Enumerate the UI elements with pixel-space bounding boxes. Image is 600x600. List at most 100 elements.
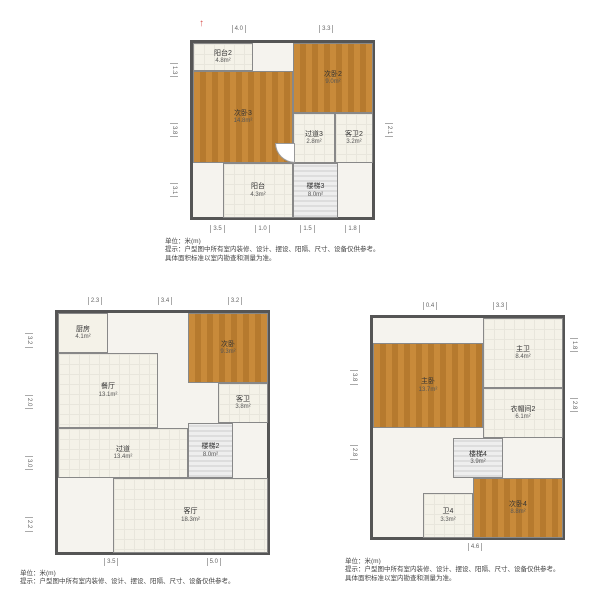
dim: 3.8 [350,370,358,384]
dim: 1.3 [170,63,178,77]
dim: 3.5 [104,558,118,566]
ruler-bottom: 3.5 1.0 1.5 1.8 [195,225,375,233]
area: 9.3m² [220,349,235,355]
note-line: 单位：米(m) [165,238,201,245]
area: 4.1m² [75,334,90,340]
area: 8.0m² [203,452,218,458]
area: 3.2m² [346,139,361,145]
room-bath2: 客卫2 3.2m² [335,113,373,163]
note-line: 具体面积标准以室内勘查和测量为准。 [165,255,276,262]
note-line: 单位：米(m) [20,570,56,577]
dim: 1.5 [300,225,314,233]
area: 9.0m² [325,79,340,85]
room-bedroom2: 次卧2 9.0m² [293,43,373,113]
label: 次卧2 [324,71,342,79]
dim: 2.3 [88,297,102,305]
note-line: 具体面积标准以室内勘查和测量为准。 [345,575,456,582]
room-kitchen: 厨房 4.1m² [58,313,108,353]
area: 3.3m² [440,517,455,523]
note-line: 提示：户型图中所有室内装修、设计、摆设、阳隔、尺寸、设备仅供参考。 [165,246,380,253]
dim: 2.0 [25,395,33,409]
room-stair3: 楼梯3 8.0m² [293,163,338,218]
area: 14.8m² [234,118,253,124]
area: 8.0m² [308,192,323,198]
floorplan-bottom-left: 2.3 3.4 3.2 3.2 2.0 3.0 2.2 3.5 5.0 厨房 4… [20,295,310,585]
label: 餐厅 [101,383,115,391]
label: 厨房 [76,326,90,334]
ruler-bottom: 3.5 5.0 [60,558,265,566]
plan-outline: 厨房 4.1m² 次卧 9.3m² 餐厅 13.1m² 客卫 3.8m² 过道 … [55,310,270,555]
floorplan-bottom-right: 0.4 3.3 3.8 2.8 1.8 2.8 4.6 主卧 13.7m² 主卫… [345,300,590,585]
area: 13.1m² [99,392,118,398]
dim: 2.8 [570,398,578,412]
dim: 3.5 [210,225,224,233]
label: 楼梯2 [202,443,220,451]
dim: 3.0 [25,456,33,470]
label: 阳台2 [214,50,232,58]
note-br: 单位：米(m) 提示：户型图中所有室内装修、设计、摆设、阳隔、尺寸、设备仅供参考… [345,558,590,583]
dim: 0.4 [423,302,437,310]
label: 次卧3 [234,110,252,118]
dim: 3.4 [158,297,172,305]
label: 楼梯4 [469,451,487,459]
room-balcony: 阳台 4.3m² [223,163,293,218]
room-bath4: 卫4 3.3m² [423,493,473,538]
ruler-bottom: 4.6 [415,543,535,551]
area: 6.1m² [515,414,530,420]
area: 2.8m² [306,139,321,145]
plan-outline: 主卧 13.7m² 主卫 8.4m² 衣帽间2 6.1m² 楼梯4 3.9m² … [370,315,565,540]
note-top: 单位：米(m) 提示：户型图中所有室内装修、设计、摆设、阳隔、尺寸、设备仅供参考… [165,238,425,263]
label: 客厅 [184,508,198,516]
dim: 2.1 [385,123,393,137]
label: 次卧4 [509,501,527,509]
dim: 3.2 [25,333,33,347]
ruler-left: 3.2 2.0 3.0 2.2 [25,310,33,555]
dim: 2.2 [25,517,33,531]
room-corridor3: 过道3 2.8m² [293,113,335,163]
note-line: 提示：户型图中所有室内装修、设计、摆设、阳隔、尺寸、设备仅供参考。 [345,566,560,573]
dim: 3.3 [319,25,333,33]
dim: 4.6 [468,543,482,551]
note-bl: 单位：米(m) 提示：户型图中所有室内装修、设计、摆设、阳隔、尺寸、设备仅供参考… [20,570,310,587]
area: 13.7m² [419,387,438,393]
room-bedroom4: 次卧4 8.8m² [473,478,563,538]
floorplan-top: ↑ 4.0 3.3 1.3 3.8 3.1 2.1 3.5 1.0 1.5 1.… [165,20,395,255]
room-balcony2: 阳台2 4.8m² [193,43,253,71]
ruler-top: 0.4 3.3 [395,302,535,310]
label: 阳台 [251,183,265,191]
label: 主卫 [516,346,530,354]
room-corridor: 过道 13.4m² [58,428,188,478]
ruler-right: 1.8 2.8 [570,315,578,435]
area: 4.3m² [250,192,265,198]
area: 3.9m² [470,459,485,465]
dim: 3.1 [170,183,178,197]
area: 18.3m² [181,517,200,523]
room-master: 主卧 13.7m² [373,343,483,428]
area: 4.8m² [215,58,230,64]
label: 过道3 [305,131,323,139]
label: 衣帽间2 [511,406,536,414]
note-line: 单位：米(m) [345,558,381,565]
room-mbath: 主卫 8.4m² [483,318,563,388]
dim: 2.8 [350,445,358,459]
room-bedroom: 次卧 9.3m² [188,313,268,383]
dim: 1.0 [255,225,269,233]
dim: 1.8 [570,338,578,352]
room-living: 客厅 18.3m² [113,478,268,553]
label: 次卧 [221,341,235,349]
area: 13.4m² [114,454,133,460]
dim: 3.8 [170,123,178,137]
dim: 4.0 [232,25,246,33]
ruler-top: 4.0 3.3 [195,25,370,33]
label: 主卧 [421,378,435,386]
note-line: 提示：户型图中所有室内装修、设计、摆设、阳隔、尺寸、设备仅供参考。 [20,578,235,585]
dim: 1.8 [345,225,359,233]
area: 3.8m² [235,404,250,410]
area: 8.8m² [510,509,525,515]
dim: 5.0 [207,558,221,566]
room-closet2: 衣帽间2 6.1m² [483,388,563,438]
area: 8.4m² [515,354,530,360]
label: 过道 [116,446,130,454]
label: 客卫2 [345,131,363,139]
label: 楼梯3 [307,183,325,191]
